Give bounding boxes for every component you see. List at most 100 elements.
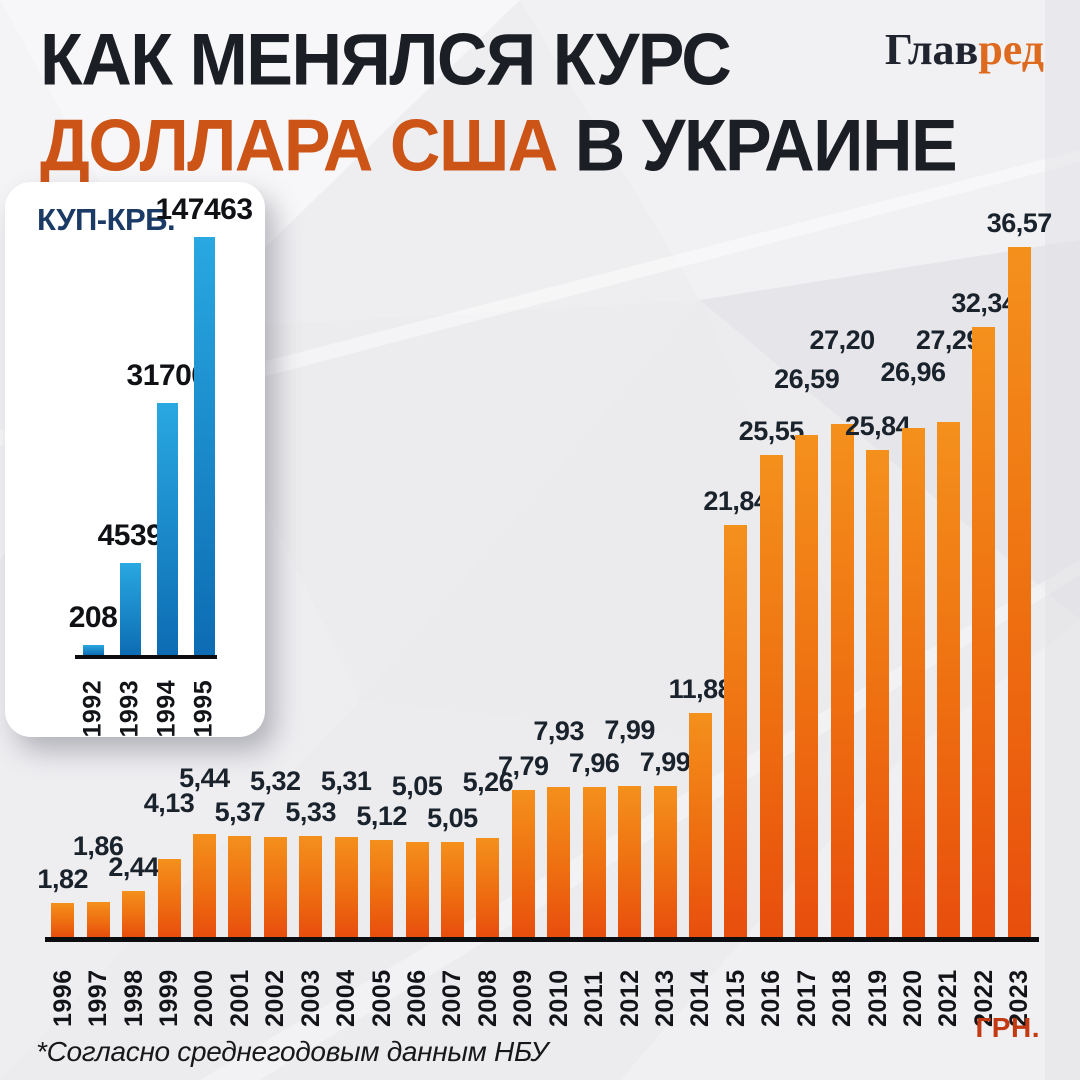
bar-value: 5,26 (462, 766, 514, 797)
bar (582, 786, 606, 937)
bar-year: 2011 (580, 970, 609, 1027)
bar-year: 2020 (899, 969, 927, 1027)
bar-value: 5,12 (356, 801, 407, 832)
bar-year: 2012 (615, 969, 644, 1027)
bar-value: 26,59 (774, 364, 840, 395)
bar-value: 1,86 (72, 830, 124, 861)
bar-value: 5,05 (391, 770, 443, 801)
bar-year: 1997 (84, 969, 113, 1027)
bar-year: 2019 (863, 969, 892, 1027)
main-axis (45, 937, 1039, 942)
inset-bar (156, 403, 178, 655)
page-title: КАК МЕНЯЛСЯ КУРС ДОЛЛАРА США В УКРАИНЕ (40, 16, 958, 188)
main-chart: 1,82 1,86 2,44 4,13 5,44 5,37 5,32 5,33 5,31 5,12… (37, 208, 1052, 937)
bar-value: 7,96 (568, 747, 620, 778)
bar (936, 422, 960, 937)
inset-bar (82, 645, 104, 655)
bar-year: 2004 (332, 969, 361, 1027)
inset-bar-value: 147463 (155, 193, 253, 226)
bar-year: 1996 (48, 969, 77, 1027)
bar-year: 2015 (721, 969, 750, 1027)
bar-year: 2006 (403, 969, 431, 1027)
bar-value: 7,99 (604, 715, 655, 746)
bar (299, 836, 323, 937)
bar-year: 2014 (686, 969, 715, 1027)
bar-year: 2018 (828, 969, 857, 1027)
bar-year: 2000 (190, 969, 219, 1027)
logo-part-red: ред (978, 25, 1044, 74)
bar-value: 32,34 (951, 287, 1017, 318)
bar-value: 27,29 (915, 325, 982, 356)
bar-year: 2001 (225, 969, 254, 1027)
bar-year: 2008 (473, 969, 502, 1027)
bar (1007, 247, 1031, 937)
footnote: *Согласно среднегодовым данным НБУ (36, 1036, 548, 1067)
bar-year: 2002 (261, 969, 290, 1027)
inset-bar (193, 237, 215, 655)
bar-value: 27,20 (809, 324, 876, 355)
bar (759, 454, 783, 937)
bar-year: 2009 (509, 969, 538, 1027)
bar (618, 786, 642, 937)
bar-value: 7,93 (533, 716, 584, 747)
bar-year: 2007 (438, 969, 467, 1027)
bar (547, 787, 571, 937)
bar (688, 712, 712, 937)
bar-value: 5,37 (214, 796, 266, 827)
inset-bar-value: 208 (68, 601, 118, 634)
unit-label: ГРН. (975, 1012, 1040, 1043)
bar (901, 428, 925, 937)
bar (440, 841, 464, 937)
logo: Главред (885, 24, 1044, 75)
bar-value: 1,82 (37, 863, 88, 894)
bar-year: 1999 (155, 969, 183, 1027)
bar-year: 1998 (119, 969, 148, 1027)
bar (157, 859, 181, 937)
bar (795, 435, 819, 937)
bar (476, 837, 500, 937)
bar-value: 5,31 (320, 765, 372, 796)
logo-part-glav: Глав (884, 25, 979, 74)
title-line1: КАК МЕНЯЛСЯ КУРС (40, 18, 732, 101)
bar (405, 841, 429, 937)
bar-value: 4,13 (143, 788, 195, 819)
bar (724, 524, 748, 937)
bar-value: 25,55 (738, 415, 805, 446)
bar (653, 786, 677, 937)
bar (370, 840, 394, 937)
bar-year: 2021 (934, 969, 963, 1027)
bar (830, 423, 854, 937)
bar-value: 21,84 (703, 485, 769, 516)
bar-value: 5,33 (285, 797, 336, 828)
bar-value: 7,99 (639, 747, 691, 778)
bar-year: 2005 (367, 969, 396, 1027)
bar (511, 790, 535, 937)
bar (192, 834, 216, 937)
bar (334, 836, 358, 937)
inset-bar (119, 563, 141, 655)
bar-value: 5,32 (250, 765, 301, 796)
title-line2-rest: В УКРАИНЕ (556, 104, 958, 187)
bar-year: 2010 (544, 969, 573, 1027)
bar-year: 2016 (757, 969, 786, 1027)
bar-year: 2013 (651, 969, 679, 1027)
bar (263, 836, 287, 937)
inset-bar-value: 4539 (97, 519, 163, 552)
bar-value: 5,05 (427, 802, 478, 833)
bar-value: 26,96 (880, 357, 946, 388)
inset-axis (75, 655, 217, 659)
bar-year: 2003 (296, 969, 325, 1027)
bar-year: 2017 (792, 969, 821, 1027)
bar (228, 835, 252, 937)
inset-chart: 208 4539 31700 147463 (5, 182, 265, 655)
bar (866, 449, 890, 937)
bar (86, 901, 110, 937)
bar-value: 36,57 (986, 208, 1053, 238)
bar (972, 326, 996, 937)
bar-value: 2,44 (108, 852, 159, 882)
bar-value: 25,84 (845, 410, 911, 441)
inset-title: КУП-КРБ. (37, 202, 176, 237)
bar-value: 5,44 (179, 763, 230, 794)
bar-value: 11,88 (668, 673, 733, 704)
